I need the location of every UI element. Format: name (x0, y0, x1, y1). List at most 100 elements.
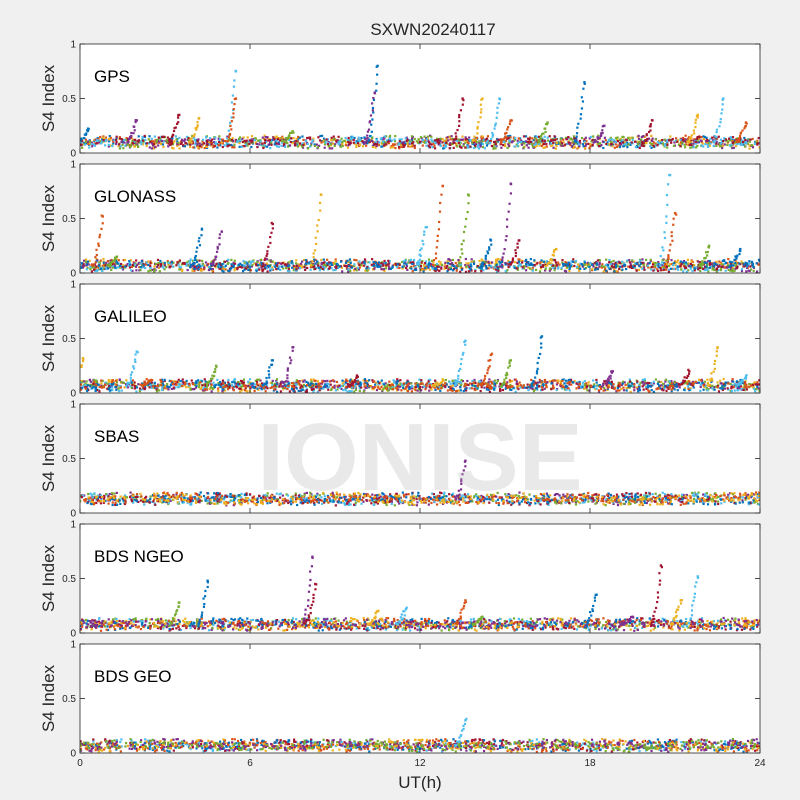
spike-point (316, 224, 319, 227)
data-point (363, 261, 366, 264)
data-point (629, 136, 632, 139)
data-point (585, 139, 588, 143)
plot-area (80, 284, 760, 393)
data-point (351, 265, 354, 268)
data-point (520, 259, 523, 262)
data-point (220, 263, 223, 266)
data-point (139, 141, 142, 144)
data-point (675, 261, 678, 264)
spike-point (579, 113, 583, 116)
data-point (218, 262, 222, 265)
data-point (230, 263, 233, 266)
data-point (480, 270, 483, 273)
data-point (612, 259, 615, 263)
data-point (660, 380, 663, 384)
data-point (275, 135, 278, 139)
data-point (262, 137, 266, 141)
data-point (346, 138, 349, 141)
data-point (607, 139, 610, 142)
data-point (459, 383, 463, 387)
data-point (337, 135, 340, 138)
data-point (674, 264, 677, 267)
data-point (254, 379, 257, 382)
data-point (295, 268, 298, 271)
data-point (478, 266, 481, 269)
spike-point (514, 254, 517, 258)
data-point (594, 388, 597, 391)
data-point (667, 264, 671, 268)
data-point (313, 384, 316, 387)
data-point (217, 143, 220, 147)
data-point (431, 140, 434, 143)
data-point (326, 258, 329, 261)
data-point (513, 145, 516, 148)
spike-point (514, 249, 517, 252)
data-point (198, 142, 201, 145)
data-point (534, 142, 537, 145)
data-point (739, 142, 742, 145)
data-point (196, 139, 199, 143)
data-point (427, 265, 430, 269)
data-point (122, 259, 125, 262)
data-point (674, 267, 677, 271)
data-point (445, 138, 449, 141)
data-point (194, 143, 197, 146)
data-point (227, 258, 230, 261)
data-point (736, 386, 739, 390)
spike-point (482, 262, 485, 265)
data-point (736, 137, 739, 140)
data-point (387, 263, 390, 266)
spike-point (269, 236, 272, 239)
data-point (681, 142, 684, 145)
spike-point (553, 249, 556, 252)
data-point (161, 264, 164, 267)
data-point (583, 146, 587, 150)
data-point (506, 146, 509, 149)
data-point (690, 139, 693, 142)
data-point (721, 263, 724, 266)
data-point (85, 142, 88, 145)
data-point (85, 260, 88, 263)
data-point (156, 263, 160, 267)
data-point (546, 139, 550, 142)
data-point (87, 142, 90, 146)
spike-point (687, 140, 690, 143)
data-point (209, 140, 212, 143)
data-point (744, 380, 747, 383)
spike-point (226, 137, 229, 140)
data-point (481, 259, 484, 262)
data-point (111, 266, 115, 269)
data-point (258, 268, 261, 271)
data-point (650, 265, 653, 269)
data-point (121, 141, 124, 144)
data-points (80, 173, 760, 273)
spike-point (715, 128, 719, 131)
data-point (203, 146, 206, 150)
spike-point (98, 236, 101, 239)
data-point (548, 140, 552, 143)
data-point (335, 139, 338, 143)
data-point (82, 259, 86, 262)
data-point (717, 265, 721, 268)
data-point (230, 266, 233, 270)
data-point (248, 260, 251, 263)
spike-point (666, 203, 669, 206)
data-point (201, 264, 204, 267)
data-point (425, 138, 428, 141)
spike-point (576, 126, 579, 129)
data-point (481, 143, 485, 146)
data-point (410, 137, 414, 140)
data-point (507, 264, 510, 267)
data-point (564, 263, 567, 266)
data-point (683, 262, 686, 265)
data-point (320, 382, 324, 385)
data-point (539, 140, 542, 144)
data-point (233, 262, 237, 265)
spike-point (546, 264, 549, 267)
data-point (739, 140, 742, 144)
spike-point (193, 133, 196, 136)
data-point (332, 135, 335, 138)
data-point (166, 382, 169, 386)
data-point (440, 263, 444, 266)
data-point (625, 138, 628, 142)
